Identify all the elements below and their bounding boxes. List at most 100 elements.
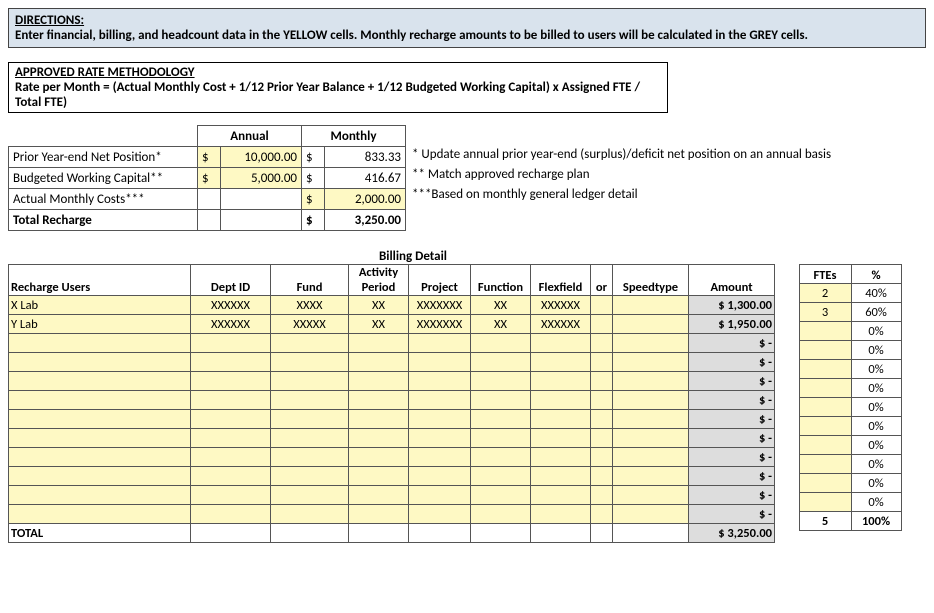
- billing-project[interactable]: [409, 505, 471, 524]
- billing-speedtype[interactable]: [613, 467, 689, 486]
- billing-speedtype[interactable]: [613, 372, 689, 391]
- billing-user[interactable]: [9, 334, 191, 353]
- billing-user[interactable]: X Lab: [9, 296, 191, 315]
- billing-ftes[interactable]: 3: [799, 303, 851, 322]
- billing-function[interactable]: XX: [471, 296, 531, 315]
- billing-ftes[interactable]: [799, 379, 851, 398]
- billing-dept[interactable]: [191, 486, 271, 505]
- billing-or[interactable]: [591, 334, 613, 353]
- billing-project[interactable]: [409, 448, 471, 467]
- billing-activity[interactable]: XX: [349, 315, 409, 334]
- billing-ftes[interactable]: [799, 341, 851, 360]
- summary-monthly-currency[interactable]: $: [302, 189, 325, 210]
- billing-function[interactable]: [471, 334, 531, 353]
- billing-activity[interactable]: [349, 505, 409, 524]
- billing-activity[interactable]: [349, 429, 409, 448]
- billing-project[interactable]: [409, 486, 471, 505]
- billing-dept[interactable]: [191, 372, 271, 391]
- billing-activity[interactable]: XX: [349, 296, 409, 315]
- billing-project[interactable]: [409, 372, 471, 391]
- billing-flexfield[interactable]: [531, 334, 591, 353]
- billing-or[interactable]: [591, 353, 613, 372]
- billing-or[interactable]: [591, 391, 613, 410]
- billing-user[interactable]: [9, 391, 191, 410]
- billing-activity[interactable]: [349, 467, 409, 486]
- billing-project[interactable]: [409, 353, 471, 372]
- summary-annual-value[interactable]: 5,000.00: [221, 168, 302, 189]
- billing-user[interactable]: Y Lab: [9, 315, 191, 334]
- billing-ftes[interactable]: [799, 417, 851, 436]
- billing-project[interactable]: [409, 334, 471, 353]
- billing-or[interactable]: [591, 486, 613, 505]
- billing-user[interactable]: [9, 429, 191, 448]
- billing-user[interactable]: [9, 467, 191, 486]
- billing-ftes[interactable]: [799, 455, 851, 474]
- billing-flexfield[interactable]: [531, 372, 591, 391]
- billing-flexfield[interactable]: XXXXXX: [531, 315, 591, 334]
- billing-fund[interactable]: XXXX: [271, 296, 349, 315]
- billing-speedtype[interactable]: [613, 410, 689, 429]
- billing-fund[interactable]: [271, 391, 349, 410]
- billing-project[interactable]: XXXXXXX: [409, 315, 471, 334]
- billing-activity[interactable]: [349, 391, 409, 410]
- billing-project[interactable]: [409, 391, 471, 410]
- billing-flexfield[interactable]: [531, 391, 591, 410]
- billing-dept[interactable]: [191, 505, 271, 524]
- billing-dept[interactable]: [191, 429, 271, 448]
- billing-project[interactable]: [409, 410, 471, 429]
- billing-user[interactable]: [9, 448, 191, 467]
- billing-fund[interactable]: [271, 353, 349, 372]
- billing-flexfield[interactable]: XXXXXX: [531, 296, 591, 315]
- billing-flexfield[interactable]: [531, 353, 591, 372]
- billing-or[interactable]: [591, 372, 613, 391]
- billing-fund[interactable]: [271, 467, 349, 486]
- billing-or[interactable]: [591, 410, 613, 429]
- summary-annual-value[interactable]: 10,000.00: [221, 147, 302, 168]
- billing-or[interactable]: [591, 448, 613, 467]
- billing-fund[interactable]: [271, 486, 349, 505]
- summary-annual-currency[interactable]: $: [198, 147, 221, 168]
- billing-activity[interactable]: [349, 410, 409, 429]
- billing-dept[interactable]: XXXXXX: [191, 296, 271, 315]
- billing-activity[interactable]: [349, 486, 409, 505]
- billing-user[interactable]: [9, 410, 191, 429]
- billing-flexfield[interactable]: [531, 429, 591, 448]
- billing-function[interactable]: [471, 505, 531, 524]
- billing-or[interactable]: [591, 429, 613, 448]
- billing-activity[interactable]: [349, 334, 409, 353]
- billing-dept[interactable]: [191, 467, 271, 486]
- billing-user[interactable]: [9, 486, 191, 505]
- billing-fund[interactable]: [271, 429, 349, 448]
- billing-ftes[interactable]: [799, 360, 851, 379]
- billing-ftes[interactable]: [799, 474, 851, 493]
- billing-flexfield[interactable]: [531, 410, 591, 429]
- billing-dept[interactable]: [191, 334, 271, 353]
- billing-flexfield[interactable]: [531, 448, 591, 467]
- billing-function[interactable]: [471, 429, 531, 448]
- billing-dept[interactable]: [191, 391, 271, 410]
- billing-project[interactable]: [409, 467, 471, 486]
- billing-or[interactable]: [591, 315, 613, 334]
- billing-activity[interactable]: [349, 353, 409, 372]
- summary-monthly-value[interactable]: 2,000.00: [325, 189, 406, 210]
- billing-fund[interactable]: XXXXX: [271, 315, 349, 334]
- billing-function[interactable]: [471, 372, 531, 391]
- billing-dept[interactable]: [191, 410, 271, 429]
- billing-dept[interactable]: XXXXXX: [191, 315, 271, 334]
- billing-speedtype[interactable]: [613, 505, 689, 524]
- billing-function[interactable]: [471, 353, 531, 372]
- billing-speedtype[interactable]: [613, 391, 689, 410]
- billing-project[interactable]: [409, 429, 471, 448]
- billing-function[interactable]: [471, 391, 531, 410]
- billing-ftes[interactable]: [799, 436, 851, 455]
- billing-flexfield[interactable]: [531, 505, 591, 524]
- billing-fund[interactable]: [271, 334, 349, 353]
- billing-project[interactable]: XXXXXXX: [409, 296, 471, 315]
- billing-speedtype[interactable]: [613, 296, 689, 315]
- billing-or[interactable]: [591, 467, 613, 486]
- billing-activity[interactable]: [349, 448, 409, 467]
- billing-fund[interactable]: [271, 410, 349, 429]
- billing-flexfield[interactable]: [531, 467, 591, 486]
- billing-user[interactable]: [9, 372, 191, 391]
- billing-ftes[interactable]: [799, 322, 851, 341]
